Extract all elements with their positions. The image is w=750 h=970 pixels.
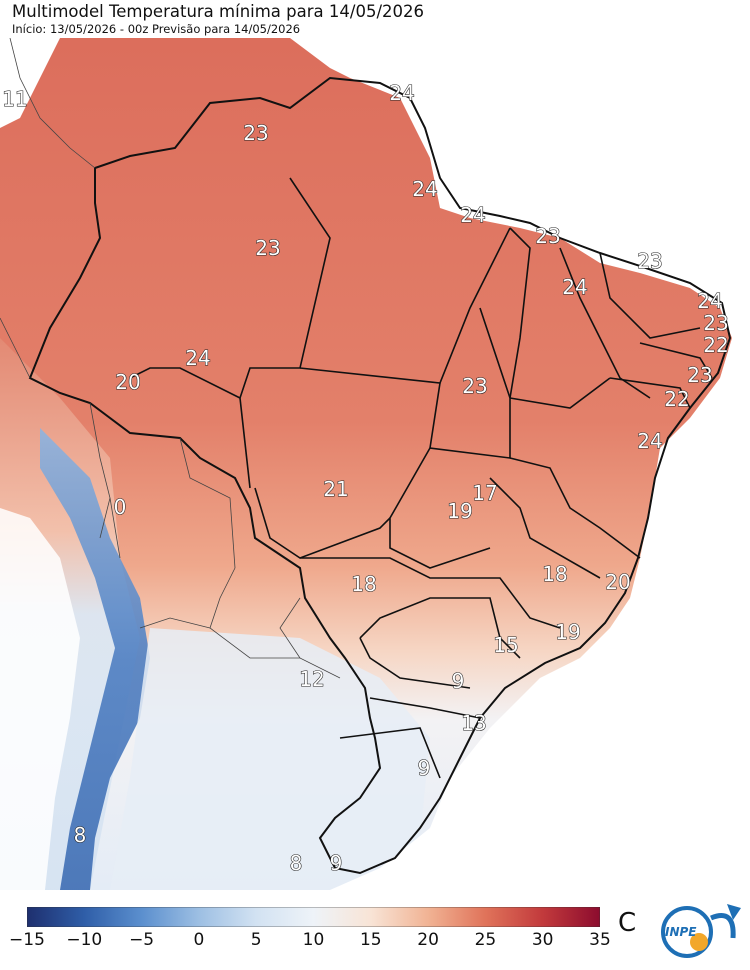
temperature-label: 8 <box>74 823 87 847</box>
temperature-map: 11 24 23 24 24 23 23 23 24 24 23 22 23 22 24 24 20 23 21 17… <box>0 38 750 890</box>
temperature-label: 24 <box>389 81 414 105</box>
temperature-label: 24 <box>697 289 722 313</box>
temperature-label: 17 <box>472 481 497 505</box>
colorbar-tick-label: 15 <box>359 930 382 950</box>
temperature-label: 19 <box>447 499 472 523</box>
atlantic-ocean <box>290 38 750 890</box>
logo-arrow <box>710 913 736 939</box>
temperature-label: 23 <box>255 236 280 260</box>
colorbar-tick-label: 30 <box>531 930 554 950</box>
southern-cool-region <box>110 628 430 890</box>
temperature-label: 13 <box>461 711 486 735</box>
temperature-label: 23 <box>462 374 487 398</box>
colorbar-tick-label: 25 <box>474 930 497 950</box>
temperature-label: 22 <box>703 333 728 357</box>
colorbar-tick-label: 0 <box>193 930 205 950</box>
colorbar-tick-label: −10 <box>66 930 103 950</box>
state-borders <box>129 177 713 779</box>
temperature-label: 23 <box>703 311 728 335</box>
temperature-label: 18 <box>542 562 567 586</box>
temperature-label: 8 <box>290 851 303 875</box>
temperature-label: 9 <box>330 851 343 875</box>
pacific-ocean <box>0 508 80 890</box>
logo-sun <box>690 933 708 951</box>
temperature-label: 24 <box>460 203 485 227</box>
temperature-label: 24 <box>562 275 587 299</box>
temperature-label: 24 <box>637 429 662 453</box>
colorbar-tick-label: 10 <box>302 930 325 950</box>
temperature-label: 9 <box>418 756 431 780</box>
temperature-label: 21 <box>323 477 348 501</box>
temperature-label: 20 <box>605 570 630 594</box>
colorbar-tick-label: 20 <box>417 930 439 950</box>
map-subtitle: Início: 13/05/2026 - 00z Previsão para 1… <box>12 22 301 36</box>
temperature-label: 22 <box>664 387 689 411</box>
temperature-label: 24 <box>412 177 437 201</box>
temperature-label: 19 <box>555 620 580 644</box>
temperature-label: 0 <box>114 495 127 519</box>
caribbean-sea <box>0 38 60 128</box>
temperature-label: 9 <box>452 669 465 693</box>
temperature-label: 23 <box>243 121 268 145</box>
inpe-logo: INPE <box>655 898 743 962</box>
logo-arrow-head <box>727 904 741 920</box>
colorbar-tick-label: −15 <box>9 930 45 950</box>
logo-ring <box>661 906 713 958</box>
colorbar-tick-label: 35 <box>589 930 611 950</box>
colorbar-unit: C <box>618 908 637 938</box>
colorbar-tick-label: 5 <box>250 930 262 950</box>
temperature-label: 23 <box>535 224 560 248</box>
colorbar-ticks: −15 −10 −5 0 5 10 15 20 25 30 35 <box>9 928 611 958</box>
logo-text: INPE <box>665 925 697 939</box>
country-borders <box>0 38 341 679</box>
colorbar-gradient <box>26 906 601 928</box>
temperature-label: 18 <box>351 572 376 596</box>
map-title: Multimodel Temperatura mínima para 14/05… <box>12 2 424 21</box>
andes-cold-band <box>40 428 150 890</box>
colorbar-tick-label: −5 <box>129 930 155 950</box>
temperature-label: 23 <box>687 363 712 387</box>
temperature-label: 24 <box>185 346 210 370</box>
temperature-label: 20 <box>115 370 140 394</box>
colorbar <box>26 906 601 928</box>
temperature-label: 23 <box>637 249 662 273</box>
temperature-label: 15 <box>493 633 518 657</box>
temperature-label: 12 <box>299 667 324 691</box>
temperature-label: 11 <box>2 87 27 111</box>
